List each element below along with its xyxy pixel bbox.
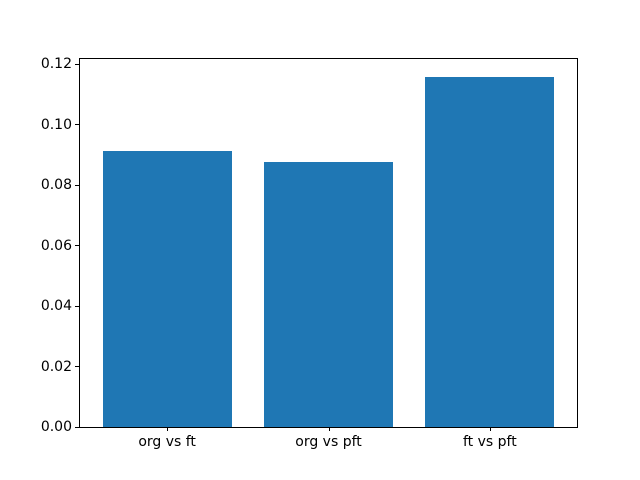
- y-tick-mark: [75, 245, 79, 247]
- bar: [263, 162, 394, 427]
- y-tick-mark: [75, 124, 79, 126]
- y-tick-mark: [75, 184, 79, 186]
- y-tick-label: 0.12: [40, 56, 72, 73]
- plot-area: org vs ft org vs pft ft vs pft 0.00 0.02 0.04…: [41, 57, 578, 449]
- bar: [102, 151, 232, 427]
- x-tick-mark: [167, 427, 169, 431]
- x-tick-label: ft vs pft: [463, 434, 517, 450]
- y-tick-mark: [75, 305, 79, 307]
- bar: [425, 76, 555, 427]
- y-tick-label: 0.04: [40, 298, 72, 315]
- y-tick-mark: [75, 63, 79, 65]
- y-tick-label: 0.08: [40, 177, 72, 194]
- y-tick-label: 0.10: [40, 116, 72, 133]
- y-tick-label: 0.06: [40, 237, 72, 254]
- y-tick-mark: [75, 426, 79, 428]
- y-tick-label: 0.02: [40, 358, 72, 375]
- x-tick-mark: [489, 427, 491, 431]
- y-tick-mark: [75, 366, 79, 368]
- x-tick-label: org vs pft: [295, 434, 362, 450]
- x-tick-label: org vs ft: [138, 434, 196, 450]
- x-tick-mark: [328, 427, 330, 431]
- y-tick-label: 0.00: [40, 419, 72, 435]
